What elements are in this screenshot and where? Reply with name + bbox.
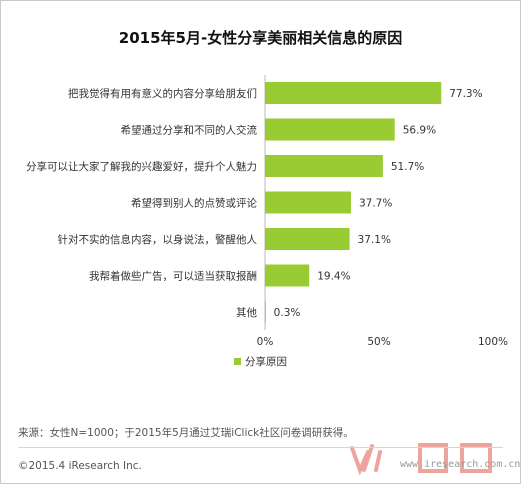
watermark-logo-icon: [350, 443, 492, 476]
bar-4: [265, 228, 350, 250]
category-label-3: 希望得到别人的点赞或评论: [131, 197, 257, 210]
bar-3: [265, 191, 351, 214]
category-label-2: 分享可以让大家了解我的兴趣爱好，提升个人魅力: [26, 160, 257, 173]
source-footnote: 来源：女性N=1000；于2015年5月通过艾瑞iClick社区问卷调研获得。: [18, 427, 354, 439]
watermark-text: www.iresearch.com.cn: [400, 459, 521, 470]
legend-label: 分享原因: [245, 355, 287, 368]
x-tick-label-1: 50%: [367, 336, 390, 348]
value-label-2: 51.7%: [391, 161, 424, 173]
value-label-0: 77.3%: [449, 88, 482, 100]
category-label-0: 把我觉得有用有意义的内容分享给朋友们: [68, 87, 257, 100]
legend-swatch: [234, 358, 241, 365]
category-label-6: 其他: [236, 306, 257, 319]
category-label-1: 希望通过分享和不同的人交流: [121, 124, 258, 137]
category-label-4: 针对不实的信息内容，以身说法，警醒他人: [58, 233, 258, 246]
bar-2: [265, 155, 383, 177]
value-label-6: 0.3%: [274, 307, 301, 319]
value-label-4: 37.1%: [358, 234, 391, 246]
bar-6: [265, 301, 266, 323]
value-label-1: 56.9%: [403, 125, 436, 137]
bar-0: [265, 82, 442, 104]
x-tick-label-2: 100%: [478, 336, 508, 348]
copyright-text: ©2015.4 iResearch Inc.: [18, 460, 142, 472]
chart-title: 2015年5月-女性分享美丽相关信息的原因: [118, 29, 403, 47]
footer-divider: [18, 447, 503, 448]
category-label-5: 我帮着做些广告，可以适当获取报酬: [89, 270, 257, 283]
bar-5: [265, 264, 310, 287]
value-label-3: 37.7%: [359, 198, 392, 210]
x-tick-label-0: 0%: [257, 336, 274, 348]
value-label-5: 19.4%: [317, 271, 350, 283]
bar-1: [265, 118, 395, 141]
